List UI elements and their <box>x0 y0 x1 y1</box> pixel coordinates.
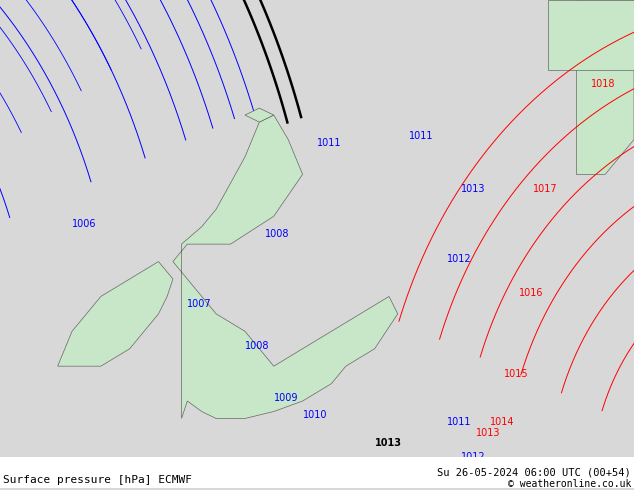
Text: 1014: 1014 <box>490 417 514 427</box>
Text: 1012: 1012 <box>447 253 471 264</box>
Text: 1017: 1017 <box>533 184 558 194</box>
Polygon shape <box>548 0 634 70</box>
Text: 1011: 1011 <box>447 417 471 427</box>
Text: 1010: 1010 <box>302 411 327 420</box>
Text: © weatheronline.co.uk: © weatheronline.co.uk <box>508 479 631 489</box>
Text: 1015: 1015 <box>504 368 529 379</box>
Text: 1009: 1009 <box>274 393 298 403</box>
Polygon shape <box>58 262 173 366</box>
Text: 1016: 1016 <box>519 289 543 298</box>
Text: 1007: 1007 <box>187 299 212 309</box>
Text: 1013: 1013 <box>476 428 500 438</box>
Text: 1008: 1008 <box>265 229 290 239</box>
Text: 1012: 1012 <box>461 452 486 463</box>
Polygon shape <box>576 0 634 174</box>
Text: 1013: 1013 <box>461 184 486 194</box>
Bar <box>0 457 634 488</box>
Polygon shape <box>173 115 398 418</box>
Text: 1018: 1018 <box>591 79 615 89</box>
Text: Su 26-05-2024 06:00 UTC (00+54): Su 26-05-2024 06:00 UTC (00+54) <box>437 467 631 478</box>
Text: 1011: 1011 <box>317 139 342 148</box>
Text: 1008: 1008 <box>245 341 269 351</box>
Text: Surface pressure [hPa] ECMWF: Surface pressure [hPa] ECMWF <box>3 474 192 485</box>
Text: 1011: 1011 <box>409 131 434 142</box>
Text: 1006: 1006 <box>72 219 96 229</box>
Polygon shape <box>245 108 274 122</box>
Text: 1013: 1013 <box>375 439 401 448</box>
